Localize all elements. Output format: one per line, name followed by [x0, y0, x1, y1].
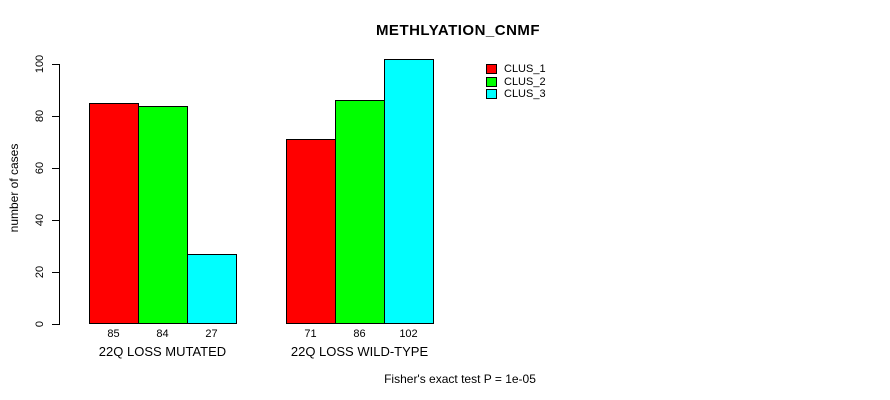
- y-tick-mark: [52, 167, 59, 169]
- bar-value-label: 27: [205, 328, 218, 340]
- legend-label: CLUS_3: [504, 88, 546, 101]
- y-tick-label: 60: [34, 161, 46, 175]
- bar-value-label: 71: [304, 328, 317, 340]
- y-tick-label: 0: [34, 320, 46, 328]
- legend-label: CLUS_1: [504, 63, 546, 75]
- bar-value-label: 84: [156, 328, 169, 340]
- y-axis-line: [59, 64, 60, 325]
- y-tick-mark: [52, 115, 59, 117]
- bar-value-label: 86: [353, 328, 366, 340]
- bar-value-label: 102: [399, 328, 418, 340]
- y-tick-mark: [52, 63, 59, 65]
- bar-value-label: 85: [107, 328, 120, 340]
- legend-label: CLUS_2: [504, 75, 546, 88]
- y-tick-label: 20: [34, 265, 46, 279]
- bar-clus_1-group1: [89, 103, 139, 324]
- category-label: 22Q LOSS MUTATED: [98, 344, 227, 359]
- y-axis-label: number of cases: [7, 143, 21, 233]
- y-tick-mark: [52, 219, 59, 221]
- bar-clus_3-group1: [187, 254, 237, 324]
- bar-clus_3-group2: [384, 59, 434, 324]
- footnote: Fisher's exact test P = 1e-05: [384, 372, 536, 386]
- y-tick-label: 80: [34, 109, 46, 123]
- y-tick-label: 40: [34, 213, 46, 227]
- y-tick-mark: [52, 323, 59, 325]
- bar-clus_2-group1: [138, 106, 188, 324]
- legend-swatch-icon: [486, 76, 497, 87]
- y-tick-label: 100: [34, 54, 46, 74]
- y-tick-mark: [52, 271, 59, 273]
- legend-swatch-icon: [486, 64, 497, 74]
- bar-clus_2-group2: [335, 100, 385, 324]
- chart-title: METHLYATION_CNMF: [375, 22, 541, 39]
- legend-swatch-icon: [486, 89, 497, 100]
- bar-clus_1-group2: [286, 139, 336, 324]
- category-label: 22Q LOSS WILD-TYPE: [290, 344, 429, 359]
